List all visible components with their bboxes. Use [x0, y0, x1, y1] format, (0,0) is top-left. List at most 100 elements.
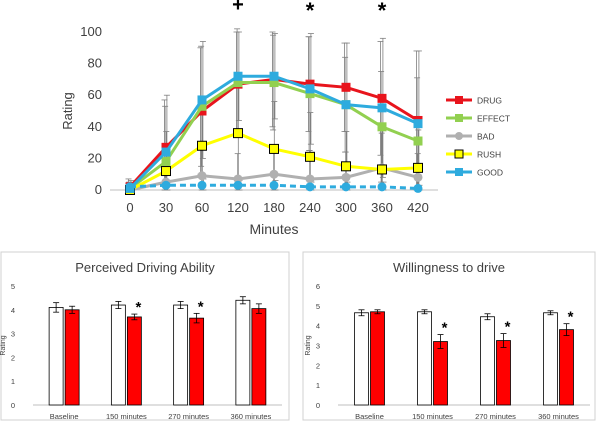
legend-entry: EFFECT: [477, 114, 510, 124]
data-point: [305, 182, 315, 192]
significance-marker: +: [232, 0, 244, 16]
significance-marker: *: [135, 299, 141, 316]
legend-entry: RUSH: [477, 150, 501, 160]
data-point: [233, 128, 243, 139]
y-tick-label: 0: [316, 401, 320, 410]
legend-swatch-marker: [455, 96, 463, 104]
bar: [251, 308, 267, 406]
data-point: [197, 180, 207, 190]
bar: [354, 312, 369, 406]
chart-title: Willingness to drive: [393, 260, 505, 275]
data-point: [197, 106, 207, 116]
data-point: [233, 71, 243, 81]
data-point: [377, 103, 387, 113]
x-tick-label: 420: [407, 200, 429, 215]
line-chart: 0 20 40 60 80 100 0 30 60 120 180 240 300 360 420 Minut…: [60, 0, 510, 237]
bar: [480, 316, 495, 406]
bar: [235, 299, 251, 406]
significance-marker: *: [568, 309, 574, 326]
x-tick-label: 300: [335, 200, 357, 215]
data-point: [161, 142, 171, 152]
y-tick-label: 2: [11, 353, 15, 362]
bar: [189, 317, 205, 406]
chart-frame: [302, 251, 596, 421]
data-point: [197, 101, 207, 111]
x-tick-label: Baseline: [50, 412, 79, 421]
chart-frame: [0, 251, 290, 421]
y-axis-title: Rating: [0, 335, 7, 355]
legend-entry: DRUG: [477, 96, 502, 106]
data-point: [413, 119, 423, 129]
significance-marker: *: [505, 319, 511, 336]
bar-chart-driving-ability: Perceived Driving Ability 0 1 2 3 4 5 Rating Bas…: [0, 251, 290, 421]
data-point: [269, 180, 279, 190]
y-tick-label: 60: [88, 87, 102, 102]
legend-entry: BAD: [477, 132, 494, 142]
significance-marker: *: [198, 298, 204, 315]
data-point: [305, 89, 315, 99]
legend-swatch-marker: [454, 149, 464, 159]
data-point: [197, 171, 207, 181]
data-point: [269, 78, 279, 88]
y-tick-label: 4: [316, 322, 320, 331]
data-point: [161, 157, 171, 167]
data-point: [413, 136, 423, 146]
legend-entry: GOOD: [477, 168, 503, 178]
data-point: [197, 140, 207, 151]
x-tick-label: 30: [159, 200, 173, 215]
x-tick-label: 150 minutes: [412, 412, 453, 421]
bar: [417, 311, 432, 406]
y-tick-label: 3: [11, 330, 15, 339]
significance-marker: *: [306, 0, 315, 23]
legend-swatch-marker: [455, 132, 463, 140]
x-tick-label: 240: [299, 200, 321, 215]
data-point: [413, 162, 423, 173]
data-point: [341, 82, 351, 92]
x-axis-title: Minutes: [249, 221, 298, 237]
data-point: [413, 172, 423, 182]
x-tick-label: 0: [126, 200, 133, 215]
y-tick-label: 100: [80, 24, 102, 39]
x-tick-label: 120: [227, 200, 249, 215]
data-point: [161, 147, 171, 157]
data-point: [377, 93, 387, 103]
chart-title: Perceived Driving Ability: [75, 260, 215, 275]
bar: [173, 304, 189, 406]
data-point: [125, 182, 135, 192]
y-tick-label: 0: [11, 401, 15, 410]
y-tick-label: 0: [95, 182, 102, 197]
x-tick-label: Baseline: [355, 412, 384, 421]
data-point: [377, 122, 387, 132]
data-point: [233, 180, 243, 190]
data-point: [341, 182, 351, 192]
y-tick-label: 2: [316, 361, 320, 370]
data-point: [233, 174, 243, 184]
bar: [370, 311, 385, 406]
data-point: [341, 172, 351, 182]
bar: [110, 304, 126, 406]
data-point: [161, 180, 171, 190]
data-point: [161, 166, 171, 177]
y-tick-label: 20: [88, 150, 102, 165]
y-tick-label: 80: [88, 56, 102, 71]
data-point: [341, 161, 351, 172]
x-tick-label: 360 minutes: [230, 412, 271, 421]
bar: [433, 341, 448, 406]
y-tick-label: 40: [88, 119, 102, 134]
x-tick-label: 270 minutes: [168, 412, 209, 421]
data-point: [305, 84, 315, 94]
significance-marker: *: [378, 0, 387, 23]
data-point: [413, 183, 423, 193]
legend-swatch-marker: [455, 168, 463, 176]
bar: [64, 309, 80, 406]
data-point: [269, 71, 279, 81]
data-point: [377, 182, 387, 192]
x-tick-label: 360 minutes: [538, 412, 579, 421]
data-point: [305, 174, 315, 184]
bar: [543, 312, 558, 406]
bar: [496, 340, 511, 406]
y-tick-label: 1: [11, 377, 15, 386]
y-tick-label: 5: [11, 282, 15, 291]
data-point: [269, 143, 279, 154]
data-point: [269, 169, 279, 179]
